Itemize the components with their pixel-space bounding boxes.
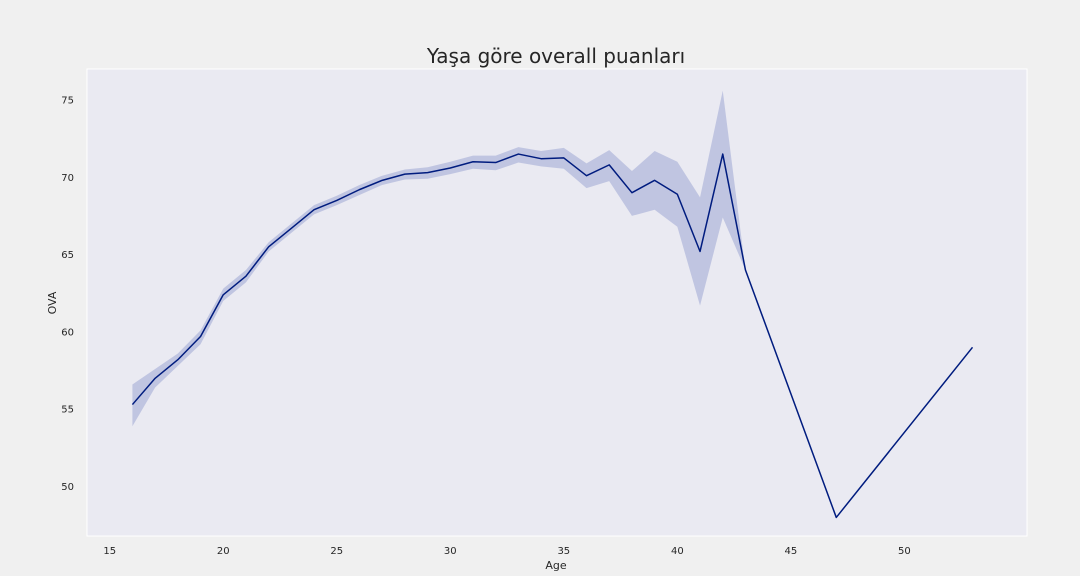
y-axis-label: OVA [46, 291, 59, 314]
chart-title: Yaşa göre overall puanları [426, 44, 685, 68]
series-line [131, 153, 974, 519]
y-tick-label: 70 [61, 173, 74, 184]
x-tick-label: 45 [784, 546, 797, 557]
y-tick-label: 50 [61, 482, 74, 493]
y-axis-ticks: 50 55 60 65 70 75 [61, 95, 74, 493]
x-axis-ticks: 15 20 25 30 35 40 45 50 [103, 546, 910, 557]
x-tick-label: 25 [330, 546, 343, 557]
x-tick-label: 40 [671, 546, 684, 557]
plot-area [86, 68, 1028, 537]
x-tick-label: 15 [103, 546, 116, 557]
x-tick-label: 20 [217, 546, 230, 557]
y-tick-label: 75 [61, 95, 74, 106]
y-tick-label: 55 [61, 405, 74, 416]
series-line-layer [131, 153, 974, 519]
x-tick-label: 30 [444, 546, 457, 557]
x-axis-label: Age [545, 559, 567, 572]
x-tick-label: 50 [898, 546, 911, 557]
y-tick-label: 60 [61, 327, 74, 338]
y-tick-label: 65 [61, 250, 74, 261]
x-tick-label: 35 [557, 546, 570, 557]
